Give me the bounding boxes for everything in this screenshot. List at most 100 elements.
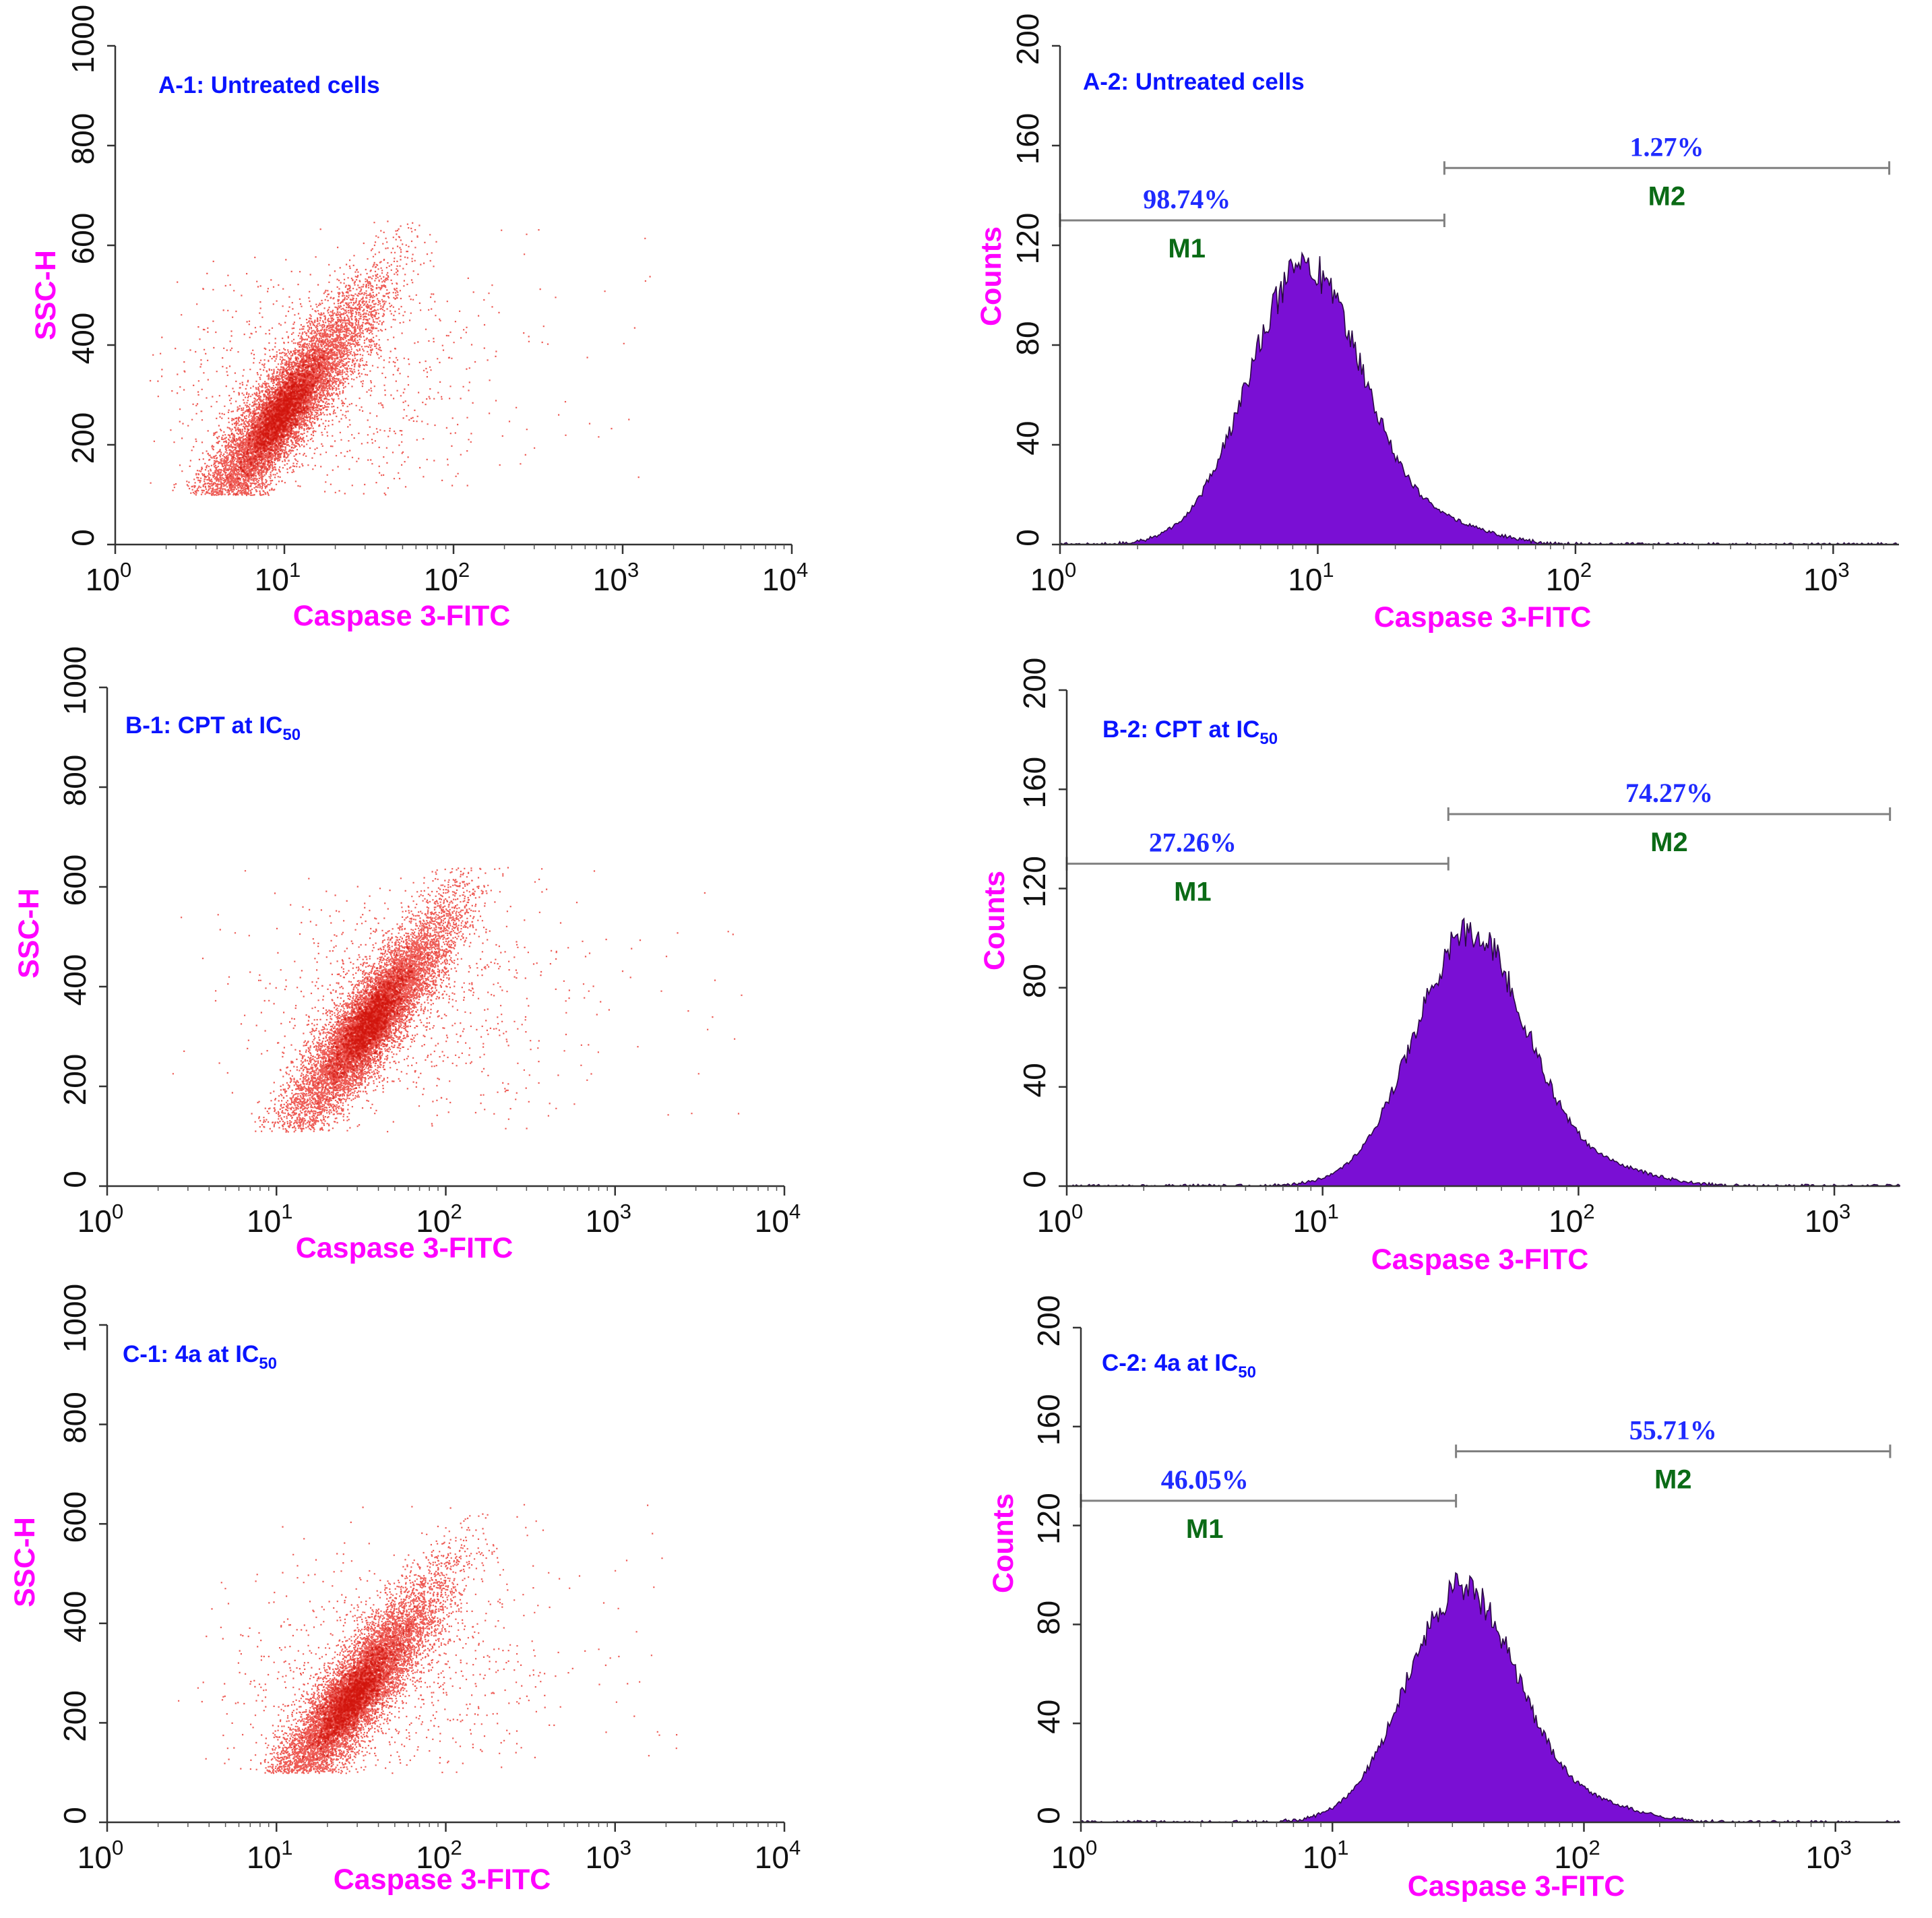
scatter-dot-dense [359, 1030, 361, 1033]
scatter-dot-dense [394, 1011, 396, 1014]
scatter-dot-dense [353, 1047, 356, 1050]
scatter-dot-dense [404, 975, 407, 978]
scatter-dot-dense [383, 993, 385, 995]
scatter-dot-dense [331, 1072, 334, 1074]
scatter-dot-dense [376, 1035, 379, 1038]
scatter-dot-dense [295, 423, 298, 426]
scatter-dot-dense [410, 986, 413, 989]
scatter-dot-dense [261, 427, 263, 429]
scatter-dot-dense [354, 1671, 357, 1674]
scatter-dot-dense [290, 409, 293, 411]
scatter-dot-dense [342, 1714, 345, 1717]
scatter-dot-dense [349, 1041, 352, 1044]
scatter-dot-dense [336, 1065, 338, 1068]
scatter-dot-dense [370, 1010, 373, 1012]
scatter-dot-dense [291, 400, 294, 403]
scatter-dot-dense [292, 404, 295, 407]
scatter-dot-dense [400, 1006, 402, 1009]
scatter-dot-dense [268, 456, 270, 459]
scatter-dot-dense [277, 415, 280, 418]
scatter-dot-dense [340, 1072, 342, 1074]
scatter-dot-dense [280, 435, 282, 438]
scatter-dot-dense [247, 408, 250, 411]
scatter-dot-dense [294, 403, 297, 406]
scatter-dot-dense [278, 396, 281, 398]
scatter-dot-dense [352, 1053, 354, 1055]
scatter-dot-dense [359, 1057, 362, 1060]
y-tick-label: 0 [1010, 529, 1045, 547]
scatter-dot-dense [276, 430, 278, 433]
scatter-dot-dense [369, 1036, 371, 1038]
scatter-dot-dense [276, 404, 278, 406]
scatter-dot-dense [388, 1018, 391, 1020]
scatter-dot-dense [301, 397, 303, 400]
scatter-dot-dense [267, 397, 270, 400]
scatter-dot-dense [408, 1628, 410, 1631]
scatter-dot-dense [395, 986, 398, 989]
scatter-dot-dense [249, 470, 252, 473]
scatter-dot-dense [238, 466, 241, 468]
scatter-dot-dense [336, 1731, 338, 1734]
scatter-dot-dense [385, 1634, 388, 1637]
scatter-dot-dense [368, 1065, 371, 1068]
scatter-dot-dense [255, 463, 258, 466]
scatter-dot-dense [291, 390, 294, 392]
scatter-dot-dense [375, 1056, 378, 1058]
scatter-dot-dense [357, 1712, 360, 1714]
scatter-dot-dense [364, 1063, 367, 1065]
scatter-dot-dense [360, 1033, 363, 1036]
scatter-dot-dense [387, 980, 389, 983]
scatter-dot-dense [400, 1003, 402, 1005]
scatter-dot-dense [297, 368, 299, 371]
scatter-dot-dense [255, 441, 257, 444]
scatter-dot-dense [419, 953, 422, 956]
scatter-dot-dense [387, 1001, 389, 1003]
scatter-dot-dense [380, 1016, 383, 1019]
scatter-dot-dense [293, 414, 296, 417]
scatter-dot-dense [359, 1002, 361, 1005]
scatter-dot-dense [341, 1709, 344, 1711]
y-tick-label: 600 [65, 213, 100, 265]
scatter-dot-dense [404, 1022, 406, 1025]
scatter-dot-dense [381, 1029, 383, 1032]
scatter-dot-dense [380, 1001, 383, 1004]
scatter-dot-dense [281, 412, 284, 415]
scatter-dot-dense [328, 1060, 331, 1063]
scatter-dot-dense [396, 975, 399, 977]
scatter-dot-dense [330, 1060, 332, 1063]
scatter-dot-dense [278, 427, 280, 430]
scatter-dot-dense [261, 421, 264, 424]
scatter-dot-dense [350, 1049, 352, 1051]
scatter-dot-dense [305, 354, 307, 357]
scatter-dot-dense [307, 390, 310, 392]
y-tick-label: 80 [1010, 321, 1045, 355]
scatter-dot-dense [273, 425, 276, 427]
scatter-dot-dense [333, 1078, 335, 1081]
scatter-dot-dense [256, 460, 258, 462]
scatter-dot-dense [278, 419, 280, 421]
scatter-dot-dense [385, 997, 387, 999]
scatter-dot-dense [293, 394, 296, 396]
scatter-dot-dense [310, 387, 313, 389]
scatter-dot-dense [229, 483, 232, 486]
scatter-dot-dense [354, 1018, 356, 1020]
scatter-dot-dense [286, 398, 289, 400]
scatter-dot-dense [356, 1040, 359, 1043]
scatter-dot-dense [339, 1052, 342, 1055]
scatter-dot-dense [259, 434, 261, 437]
scatter-dot-dense [402, 995, 404, 998]
scatter-dot-dense [303, 1764, 306, 1766]
scatter-dot-dense [328, 1071, 331, 1074]
scatter-dot-dense [276, 425, 278, 427]
scatter-dot-dense [385, 999, 388, 1001]
scatter-dot-dense [356, 1071, 359, 1074]
scatter-dot-dense [290, 404, 292, 406]
scatter-dot-dense [257, 443, 260, 445]
scatter-dot-dense [292, 420, 295, 423]
scatter-dot-dense [313, 383, 315, 386]
scatter-dot-dense [344, 1071, 347, 1074]
scatter-dot-dense [328, 1727, 330, 1729]
scatter-dot-dense [363, 1003, 366, 1005]
